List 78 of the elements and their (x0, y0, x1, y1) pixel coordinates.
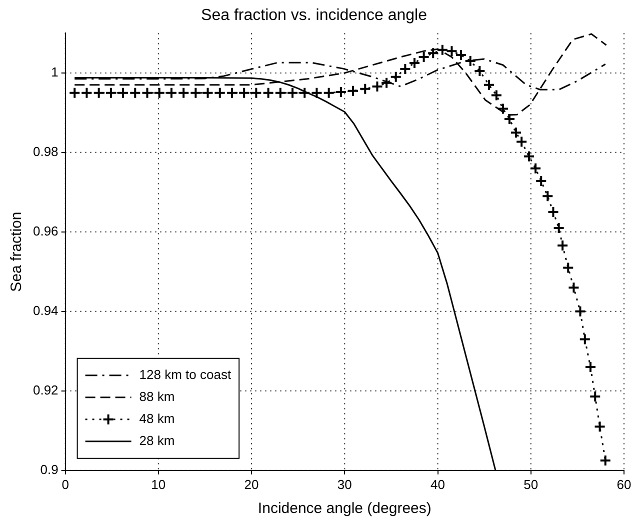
point (262, 86, 274, 99)
point (165, 86, 178, 99)
point (359, 82, 372, 95)
point (390, 70, 402, 83)
point (578, 333, 591, 346)
legend-label: 88 km (139, 388, 175, 404)
y-tick-label: 0.98 (32, 144, 58, 160)
point (418, 51, 430, 64)
point (474, 64, 486, 77)
point (153, 86, 166, 99)
point (117, 86, 130, 99)
point (250, 86, 262, 99)
point (490, 89, 502, 102)
legend-label: 48 km (139, 410, 175, 426)
point (202, 86, 214, 99)
x-tick-label: 50 (524, 476, 538, 492)
point (371, 80, 384, 92)
point (92, 86, 105, 99)
y-tick-label: 1 (51, 64, 58, 80)
point (427, 47, 440, 60)
point (178, 86, 190, 99)
point (129, 86, 142, 99)
point (399, 62, 412, 75)
x-tick-label: 20 (244, 476, 259, 492)
point (584, 361, 596, 374)
legend-label: 28 km (139, 432, 175, 448)
point (594, 420, 606, 433)
point (141, 86, 154, 99)
x-tick-label: 30 (337, 476, 352, 492)
x-tick-label: 60 (616, 476, 632, 492)
x-tick-label: 40 (430, 476, 445, 492)
point (436, 44, 448, 56)
point (322, 86, 335, 99)
point (80, 86, 93, 99)
point (464, 55, 476, 68)
point (496, 102, 509, 115)
point (556, 239, 569, 252)
x-axis-title: Incidence angle (degrees) (258, 500, 432, 518)
point (530, 162, 542, 174)
y-tick-label: 0.96 (32, 224, 58, 239)
point (542, 190, 554, 202)
y-tick-label: 0.9 (40, 462, 58, 477)
x-tick-label: 10 (151, 476, 166, 492)
point (214, 86, 226, 99)
point (380, 76, 393, 89)
point (455, 49, 468, 62)
y-axis-title: Sea fraction (8, 212, 26, 292)
point (503, 113, 516, 126)
point (535, 175, 548, 188)
point (446, 45, 458, 58)
point (482, 78, 495, 91)
point (568, 282, 580, 294)
legend-label: 128 km to coast (139, 366, 232, 382)
point (574, 305, 586, 318)
point (599, 454, 612, 466)
point (523, 150, 536, 162)
point (347, 84, 360, 97)
point (552, 222, 565, 234)
point (298, 86, 311, 99)
y-tick-label: 0.92 (32, 382, 58, 398)
point (238, 86, 250, 99)
point (516, 136, 528, 148)
point (274, 86, 286, 99)
point (190, 86, 202, 99)
point (510, 126, 522, 139)
x-tick-label: 0 (62, 476, 69, 492)
y-tick-label: 0.94 (32, 302, 58, 318)
point (310, 86, 323, 99)
point (334, 86, 347, 98)
point (562, 262, 574, 274)
chart-title: Sea fraction vs. incidence angle (201, 7, 428, 24)
point (547, 206, 560, 218)
point (286, 86, 299, 99)
point (226, 86, 238, 99)
point (68, 86, 81, 99)
point (589, 390, 602, 402)
point (104, 86, 117, 99)
point (408, 57, 420, 70)
